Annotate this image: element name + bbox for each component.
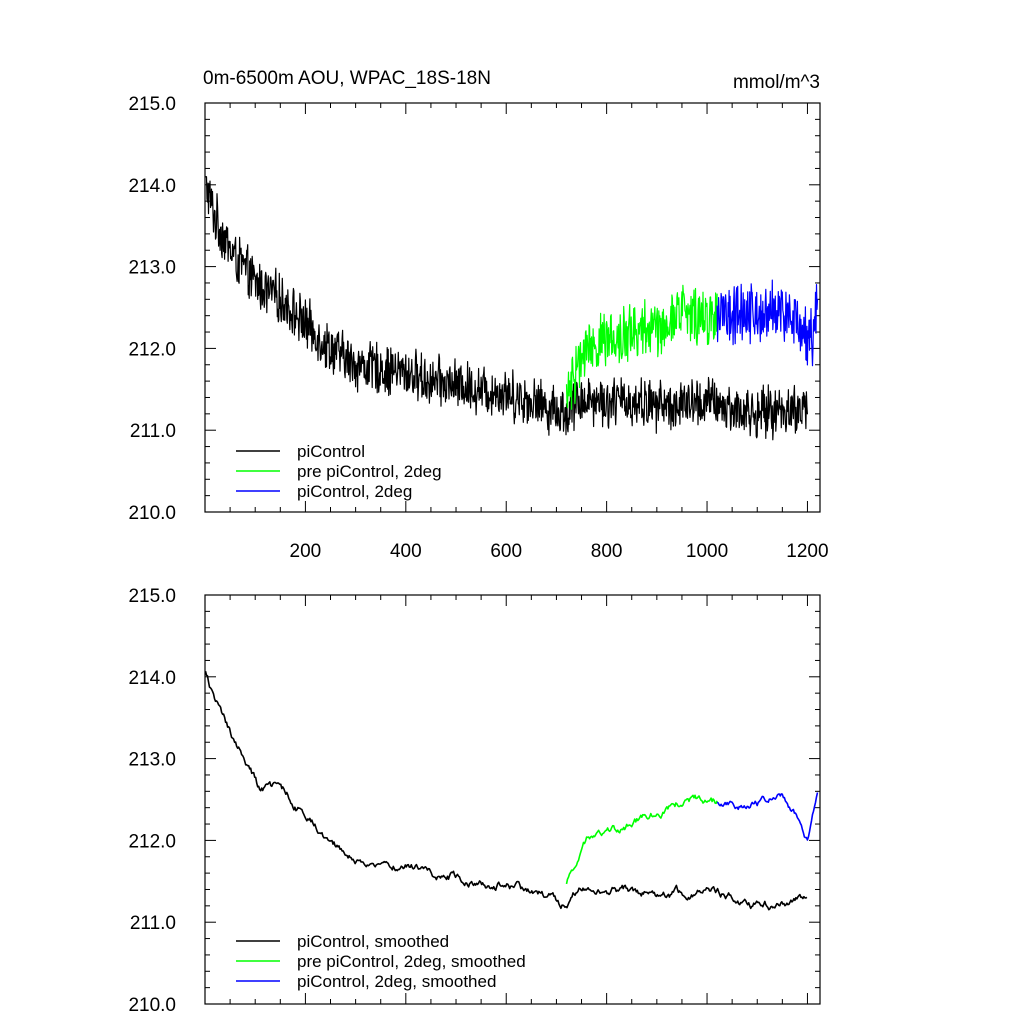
legend-label: pre piControl, 2deg, smoothed	[297, 952, 526, 971]
y-tick-label: 212.0	[128, 339, 176, 360]
y-tick-label: 211.0	[130, 421, 176, 442]
y-tick-label: 214.0	[128, 668, 176, 689]
plot-frame	[204, 594, 821, 1005]
legend-label: piControl, smoothed	[297, 932, 449, 951]
legend-label: piControl	[297, 442, 365, 461]
series-line-picontrol	[205, 176, 808, 441]
x-tick-label: 1000	[686, 541, 728, 562]
plot-frame	[204, 102, 821, 513]
x-tick-label: 200	[290, 541, 322, 562]
series-line-picontrol-2deg-smoothed	[716, 792, 819, 841]
legend-label: piControl, 2deg, smoothed	[297, 972, 496, 991]
y-tick-label: 212.0	[128, 831, 176, 852]
x-tick-label: 400	[390, 541, 422, 562]
y-tick-label: 215.0	[128, 586, 176, 607]
legend-label: pre piControl, 2deg	[297, 462, 442, 481]
bottom-panel: 210.0 211.0 212.0 213.0 214.0 215.0 piControl,…	[128, 586, 821, 1016]
y-tick-label: 215.0	[128, 94, 176, 115]
legend-label: piControl, 2deg	[297, 482, 412, 501]
y-tick-label: 211.0	[130, 913, 176, 934]
chart-title: 0m-6500m AOU, WPAC_18S-18N	[203, 68, 491, 89]
y-tick-label: 210.0	[128, 503, 176, 524]
top-panel: 210.0 211.0 212.0 213.0 214.0 215.0 200 400 600 8…	[128, 94, 828, 562]
y-tick-label: 210.0	[128, 995, 176, 1016]
x-tick-label: 600	[490, 541, 522, 562]
y-tick-label: 213.0	[128, 750, 176, 771]
y-tick-label: 214.0	[128, 176, 176, 197]
series-line-picontrol-2deg	[716, 279, 819, 367]
x-tick-label: 1200	[786, 541, 828, 562]
series-line-picontrol-smoothed	[204, 671, 808, 911]
y-tick-label: 213.0	[128, 258, 176, 279]
x-tick-label: 800	[591, 541, 623, 562]
series-line-pre-picontrol-2deg	[565, 284, 718, 410]
units-label: mmol/m^3	[733, 72, 820, 93]
series-line-pre-picontrol-2deg-smoothed	[565, 794, 718, 885]
